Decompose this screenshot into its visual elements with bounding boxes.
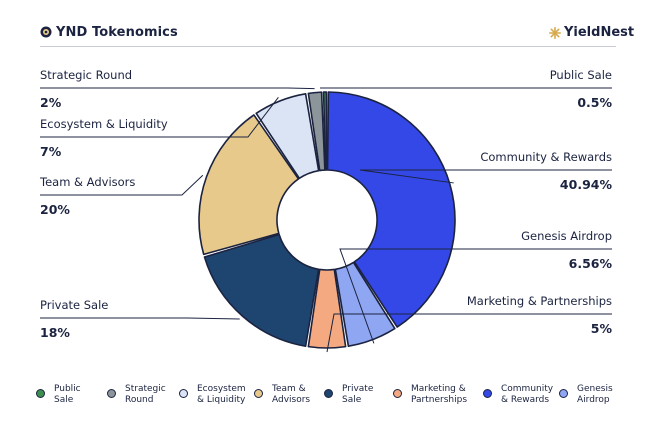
leader-line-genesis-airdrop — [339, 248, 612, 344]
legend-swatch-public-sale — [36, 389, 45, 398]
value-label-team-advisors: 20% — [40, 202, 70, 217]
legend-swatch-marketing-partnerships — [393, 389, 402, 398]
token-logo-icon — [40, 26, 52, 38]
legend-item-ecosystem-liquidity: Ecosystem & Liquidity — [179, 384, 259, 414]
legend-item-genesis-airdrop: Genesis Airdrop — [559, 384, 639, 414]
value-label-strategic-round: 2% — [40, 95, 62, 110]
legend-label-private-sale: Private Sale — [342, 384, 374, 405]
legend-item-team-advisors: Team & Advisors — [254, 384, 334, 414]
legend-item-public-sale: Public Sale — [36, 384, 116, 414]
label-community-rewards: Community & Rewards — [480, 150, 612, 164]
label-public-sale: Public Sale — [550, 68, 612, 82]
legend-swatch-strategic-round — [107, 389, 116, 398]
legend-swatch-ecosystem-liquidity — [179, 389, 188, 398]
legend-item-private-sale: Private Sale — [324, 384, 404, 414]
chart-legend: Public Sale Strategic Round Ecosystem & Liqui… — [28, 384, 628, 414]
value-label-genesis-airdrop: 6.56% — [569, 256, 613, 271]
label-marketing-partnerships: Marketing & Partnerships — [467, 294, 612, 308]
slice-team-advisors — [198, 114, 300, 256]
label-ecosystem-liquidity: Ecosystem & Liquidity — [40, 117, 168, 131]
header: YND Tokenomics YieldNest — [0, 0, 656, 48]
slice-public-sale — [322, 91, 328, 171]
legend-label-ecosystem-liquidity: Ecosystem & Liquidity — [197, 384, 246, 405]
label-team-advisors: Team & Advisors — [39, 175, 135, 189]
legend-item-marketing-partnerships: Marketing & Partnerships — [393, 384, 473, 414]
legend-item-community-rewards: Community & Rewards — [483, 384, 563, 414]
slice-community-rewards — [326, 91, 456, 328]
slice-ecosystem-liquidity — [255, 93, 320, 180]
label-strategic-round: Strategic Round — [40, 68, 132, 82]
label-genesis-airdrop: Genesis Airdrop — [521, 229, 612, 243]
legend-swatch-genesis-airdrop — [559, 389, 568, 398]
leader-line-strategic-round — [40, 87, 315, 90]
slice-marketing-partnerships — [307, 268, 347, 349]
legend-label-community-rewards: Community & Rewards — [501, 384, 554, 405]
slice-genesis-airdrop — [334, 261, 396, 347]
legend-label-marketing-partnerships: Marketing & Partnerships — [411, 384, 468, 405]
leader-line-ecosystem-liquidity — [40, 96, 279, 138]
leader-line-team-advisors — [40, 174, 204, 196]
leader-line-community-rewards — [359, 169, 612, 184]
header-divider — [40, 46, 616, 47]
label-private-sale: Private Sale — [40, 298, 108, 312]
legend-swatch-team-advisors — [254, 389, 263, 398]
value-label-marketing-partnerships: 5% — [591, 321, 613, 336]
yieldnest-logo-icon — [549, 27, 561, 39]
value-label-public-sale: 0.5% — [577, 95, 612, 110]
value-label-ecosystem-liquidity: 7% — [40, 144, 62, 159]
value-label-community-rewards: 40.94% — [560, 177, 613, 192]
brand-name: YieldNest — [564, 25, 635, 40]
leader-line-private-sale — [40, 317, 240, 320]
value-label-private-sale: 18% — [40, 325, 70, 340]
legend-label-genesis-airdrop: Genesis Airdrop — [577, 384, 613, 405]
legend-label-team-advisors: Team & Advisors — [272, 384, 311, 405]
donut-chart: Public Sale 0.5% Strategic Round 2% Ecosyste… — [39, 68, 613, 353]
leader-line-marketing-partnerships — [326, 313, 612, 353]
legend-label-strategic-round: Strategic Round — [125, 384, 166, 405]
legend-label-public-sale: Public Sale — [54, 384, 81, 405]
legend-item-strategic-round: Strategic Round — [107, 384, 187, 414]
chart-title: YND Tokenomics — [56, 25, 178, 40]
legend-swatch-private-sale — [324, 389, 333, 398]
legend-swatch-community-rewards — [483, 389, 492, 398]
slice-private-sale — [203, 233, 320, 347]
